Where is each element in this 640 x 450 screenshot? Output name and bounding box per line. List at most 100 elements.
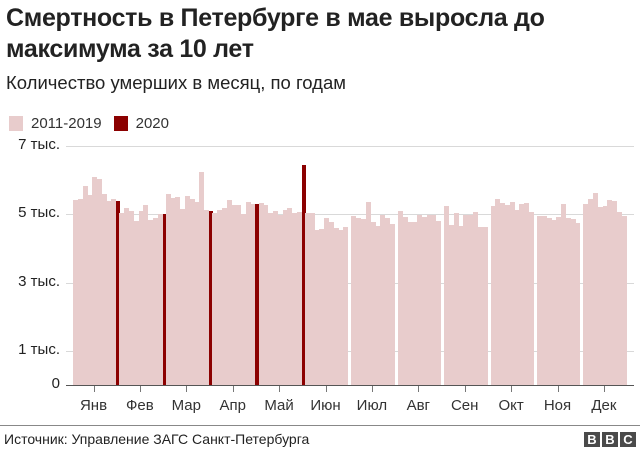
x-tick <box>186 386 188 392</box>
bar-2011-2019 <box>509 201 515 385</box>
bar-2011-2019 <box>77 198 83 385</box>
bar-2011-2019 <box>361 218 367 385</box>
x-tick <box>371 386 373 392</box>
bar-2011-2019 <box>524 202 530 385</box>
bar-2011-2019 <box>397 210 403 385</box>
bar-2011-2019 <box>556 216 562 385</box>
x-tick <box>418 386 420 392</box>
bar-2011-2019 <box>412 221 418 385</box>
bar-2011-2019 <box>319 228 325 385</box>
bar-2011-2019 <box>490 205 496 385</box>
bar-2011-2019 <box>468 214 474 385</box>
bar-2011-2019 <box>453 212 459 385</box>
gridline <box>66 351 634 352</box>
bbc-logo-letter: B <box>602 432 618 447</box>
bar-2011-2019 <box>561 203 567 385</box>
bar-2011-2019 <box>329 221 335 385</box>
bar-2011-2019 <box>583 203 589 385</box>
bar-2011-2019 <box>282 209 288 385</box>
legend-swatch-2020 <box>113 115 128 131</box>
bar-2020 <box>209 210 213 385</box>
bar-2011-2019 <box>417 214 423 385</box>
bar-2011-2019 <box>133 220 139 385</box>
bar-2011-2019 <box>111 198 117 385</box>
x-tick <box>603 386 605 392</box>
y-tick-label: 3 тыс. <box>18 273 60 290</box>
bar-2011-2019 <box>375 225 381 385</box>
bar-2011-2019 <box>588 198 594 385</box>
legend-label-2011-2019: 2011-2019 <box>31 114 102 132</box>
x-tick <box>325 386 327 392</box>
bar-2011-2019 <box>426 214 432 385</box>
bar-2011-2019 <box>482 226 488 385</box>
x-tick-label: Ноя <box>543 397 572 414</box>
bar-2011-2019 <box>380 214 386 385</box>
footer-divider <box>0 425 640 426</box>
bar-2011-2019 <box>421 216 427 385</box>
bar-2011-2019 <box>268 212 274 385</box>
bbc-logo: B B C <box>582 432 636 447</box>
bar-2011-2019 <box>343 226 349 385</box>
bar-2020 <box>301 164 306 385</box>
x-tick-label: Янв <box>79 397 108 414</box>
bar-2011-2019 <box>402 216 408 385</box>
bar-2011-2019 <box>180 208 186 385</box>
x-tick-label: Апр <box>219 397 246 414</box>
x-tick <box>93 386 95 392</box>
chart-subtitle: Количество умерших в месяц, по годам <box>6 72 346 93</box>
x-axis-line <box>66 385 634 386</box>
bar-2011-2019 <box>87 194 93 385</box>
y-tick-label: 5 тыс. <box>18 204 60 221</box>
bar-2011-2019 <box>204 209 210 385</box>
bar-2020 <box>255 204 260 385</box>
bar-2011-2019 <box>519 203 525 385</box>
bar-2011-2019 <box>124 207 130 385</box>
bar-2011-2019 <box>541 215 547 385</box>
bar-2011-2019 <box>165 193 171 385</box>
bar-2011-2019 <box>389 223 395 385</box>
chart-title: Смертность в Петербурге в мае выросла до… <box>6 4 545 63</box>
bar-2011-2019 <box>612 200 618 385</box>
bar-2020 <box>116 200 121 385</box>
gridline <box>66 283 634 284</box>
bar-2011-2019 <box>106 200 112 385</box>
gridline <box>66 214 634 215</box>
bar-2011-2019 <box>356 217 362 385</box>
bar-2011-2019 <box>273 210 279 385</box>
x-tick-label: Авг <box>406 397 431 414</box>
bar-2011-2019 <box>277 214 283 385</box>
legend-label-2020: 2020 <box>135 114 169 132</box>
bar-2011-2019 <box>449 224 455 385</box>
bar-2011-2019 <box>119 212 125 385</box>
legend-item-2020: 2020 <box>111 115 169 132</box>
bar-2011-2019 <box>226 199 232 385</box>
bar-2011-2019 <box>431 214 437 385</box>
bar-2011-2019 <box>500 202 506 385</box>
bar-2011-2019 <box>477 226 483 385</box>
x-tick-label: Сен <box>450 397 479 414</box>
bar-2011-2019 <box>458 225 464 385</box>
bar-2011-2019 <box>546 217 552 385</box>
bar-2011-2019 <box>407 221 413 385</box>
bar-2011-2019 <box>138 210 144 385</box>
bar-2011-2019 <box>287 207 293 385</box>
x-tick <box>511 386 513 392</box>
bar-2011-2019 <box>92 176 98 385</box>
x-tick-label: Май <box>264 397 294 414</box>
bar-2011-2019 <box>351 215 357 385</box>
bar-2011-2019 <box>617 211 623 385</box>
bar-2011-2019 <box>607 199 613 385</box>
bar-2011-2019 <box>175 196 181 385</box>
x-tick <box>279 386 281 392</box>
bar-2011-2019 <box>250 203 256 385</box>
bar-2011-2019 <box>82 185 88 385</box>
bar-2011-2019 <box>370 221 376 385</box>
bar-2011-2019 <box>305 212 311 385</box>
bar-2011-2019 <box>514 209 520 385</box>
x-tick-label: Дек <box>591 397 617 414</box>
bar-2011-2019 <box>565 217 571 385</box>
bar-2011-2019 <box>473 211 479 385</box>
bar-2011-2019 <box>365 201 371 385</box>
bar-2011-2019 <box>593 192 599 385</box>
